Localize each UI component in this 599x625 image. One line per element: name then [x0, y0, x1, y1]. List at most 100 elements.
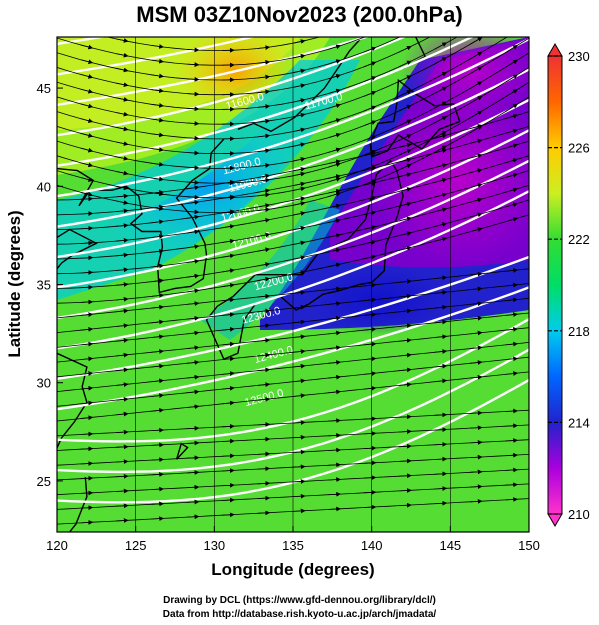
stream-arrow: [257, 308, 271, 314]
stream-arrow: [186, 62, 200, 67]
stream-arrow: [363, 312, 377, 318]
temperature-field: 11600.0 11700.011800.011900.012000.012100…: [57, 0, 529, 532]
stream-arrow: [194, 37, 200, 38]
stream-arrow: [115, 352, 129, 358]
stream-arrow: [186, 91, 200, 97]
stream-arrow: [505, 45, 518, 54]
stream-arrow: [81, 1, 93, 4]
stream-arrow: [115, 170, 129, 176]
coastline: [69, 476, 88, 532]
stream-arrow: [469, 197, 483, 203]
stream-arrow: [80, 341, 94, 347]
stream-arrow: [151, 248, 164, 254]
stream-arrow: [505, 217, 518, 223]
stream-arrow: [151, 147, 164, 152]
colorbar-ticks: 210 214 218 222 226 230: [548, 49, 590, 522]
stream-arrow: [469, 125, 483, 134]
stream-arrow: [364, 18, 376, 23]
stream-arrow: [257, 422, 271, 427]
stream-arrow: [363, 210, 377, 216]
stream-arrow: [363, 135, 377, 141]
stream-arrow: [363, 297, 377, 303]
y-tick-label: 40: [37, 179, 51, 194]
stream-arrow: [399, 338, 412, 343]
stream-arrow: [469, 271, 483, 277]
stream-arrow: [469, 227, 483, 233]
stream-arrow: [328, 191, 341, 197]
stream-arrow: [222, 371, 235, 376]
stream-arrow: [328, 462, 341, 468]
stream-arrow: [328, 286, 341, 292]
stream-arrow: [186, 273, 200, 279]
credit-data-source: Data from http://database.rish.kyoto-u.a…: [162, 609, 437, 620]
stream-arrow: [292, 508, 306, 514]
stream-arrow: [186, 185, 200, 191]
stream-arrow: [257, 192, 271, 198]
stream-arrow: [222, 453, 235, 459]
stream-arrow: [363, 489, 377, 495]
stream-arrow: [186, 165, 200, 171]
stream-arrow: [151, 319, 164, 325]
stream-arrow: [328, 432, 341, 438]
stream-arrow: [399, 279, 412, 284]
stream-arrow: [505, 268, 518, 273]
stream-arrow: [363, 76, 377, 82]
stream-arrow: [469, 454, 483, 460]
stream-arrow: [293, 26, 305, 29]
page-title: MSM 03Z10Nov2023 (200.0hPa): [136, 2, 463, 27]
stream-arrow: [151, 334, 164, 340]
stream-arrow: [399, 2, 411, 8]
stream-arrow: [115, 488, 129, 494]
stream-arrow: [292, 196, 306, 202]
stream-arrow: [186, 244, 200, 250]
stream-arrow: [80, 255, 94, 261]
streamline: [57, 0, 529, 21]
stream-arrow: [80, 74, 94, 79]
stream-arrow: [434, 177, 448, 183]
stream-arrow: [186, 47, 200, 53]
stream-arrow: [222, 400, 235, 406]
stream-arrow: [469, 183, 483, 188]
stream-arrow: [257, 173, 271, 179]
stream-arrow: [363, 326, 377, 332]
stream-arrow: [469, 110, 483, 119]
stream-arrow: [80, 88, 94, 94]
stream-arrow: [151, 263, 164, 269]
stream-arrow: [115, 382, 129, 387]
stream-arrow: [399, 119, 412, 127]
stream-arrow: [187, 5, 199, 6]
stream-arrow: [115, 67, 129, 73]
stream-arrow: [187, 20, 199, 21]
stream-arrow: [434, 486, 448, 491]
stream-arrow: [328, 159, 341, 165]
stream-arrow: [469, 153, 483, 159]
stream-arrow: [328, 1, 340, 5]
stream-arrow: [222, 253, 235, 259]
stream-arrow: [257, 247, 271, 253]
stream-arrow: [186, 106, 200, 112]
stream-arrow: [505, 282, 518, 288]
stream-arrow: [363, 282, 377, 288]
stream-arrow: [469, 330, 483, 336]
stream-arrow: [399, 75, 412, 82]
stream-arrow: [80, 415, 94, 421]
stream-arrow: [115, 155, 129, 161]
stream-arrow: [434, 116, 448, 124]
stream-arrow: [469, 498, 483, 504]
stream-arrow: [435, 0, 447, 5]
stream-arrow: [151, 117, 164, 123]
stream-arrow: [292, 53, 306, 59]
stream-arrow: [363, 385, 377, 391]
stream-arrow: [399, 163, 412, 171]
stream-arrow: [292, 334, 306, 340]
stream-arrow: [80, 211, 94, 216]
stream-arrow: [469, 469, 483, 475]
stream-arrow: [115, 429, 129, 435]
stream-arrow: [399, 201, 412, 207]
stream-arrow: [257, 367, 271, 373]
stream-arrow: [116, 9, 128, 11]
stream-arrow: [151, 427, 164, 433]
stream-arrow: [328, 491, 341, 497]
stream-arrow: [115, 296, 129, 302]
